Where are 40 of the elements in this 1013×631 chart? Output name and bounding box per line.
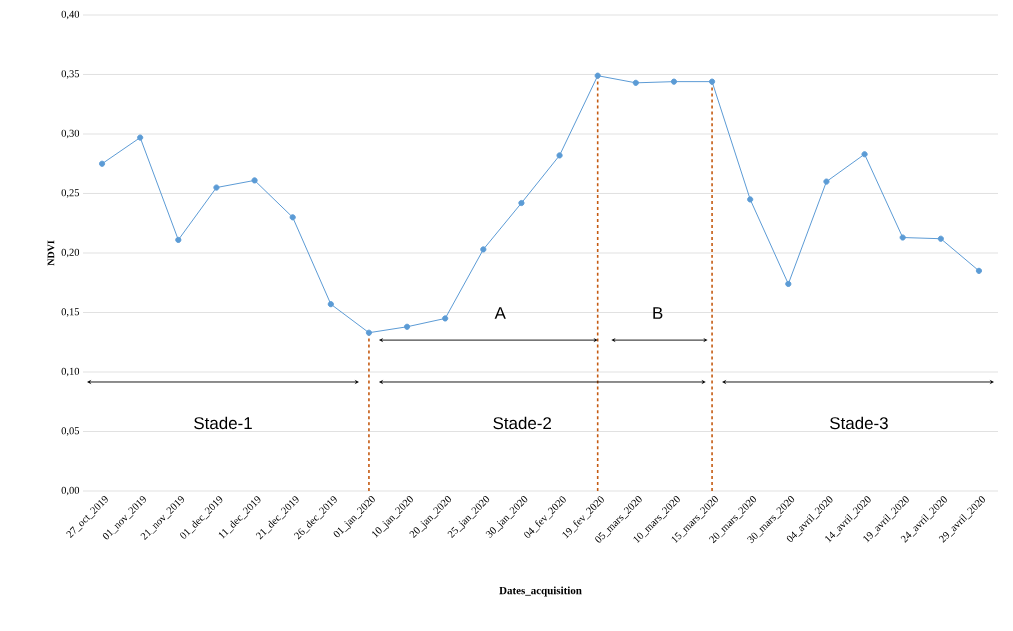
point [289,214,296,221]
annotation: Stade-3 [830,416,888,430]
point [518,199,525,207]
point [442,315,449,322]
point [975,267,983,274]
y-tick-label: 0,30 [61,129,80,139]
point [861,151,868,158]
annotation: Stade-1 [194,416,252,430]
y-tick-label: 0,05 [61,427,80,436]
y-tick-label: 0,15 [61,308,80,317]
point [785,280,792,288]
y-tick-label: 0,40 [61,10,80,20]
point [365,329,373,336]
point [937,235,944,242]
point [747,196,754,203]
point [823,178,830,185]
y-tick-label: 0,00 [61,486,80,496]
point [480,246,487,253]
y-tick-label: 0,10 [61,367,80,377]
point [403,323,411,330]
point [556,152,563,159]
point [251,177,258,184]
annotation: Stade-2 [493,416,551,430]
point [137,134,144,141]
y-tick-label: 0,25 [61,189,80,198]
point [899,234,906,241]
point [327,301,334,308]
point [98,160,106,167]
annotation: A [494,307,506,319]
y-tick-label: 0,20 [61,248,80,258]
point [632,79,639,86]
annotation: B [653,307,663,319]
point [213,184,220,191]
point [670,78,678,85]
point [175,236,182,243]
y-axis-title: NDVI [47,240,55,266]
point [594,72,601,79]
y-tick-label: 0,35 [61,70,80,79]
x-axis-title: Dates_acquisition [499,586,582,597]
point [708,78,716,85]
